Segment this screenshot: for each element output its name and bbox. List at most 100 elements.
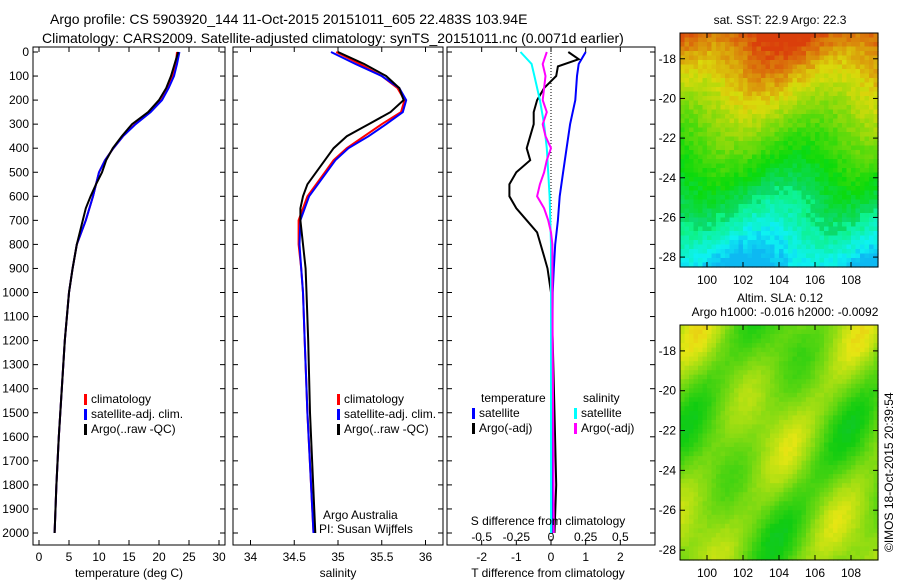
map-cell	[833, 433, 839, 439]
map-cell	[743, 114, 749, 120]
map-cell	[833, 483, 839, 489]
map-cell	[851, 109, 857, 115]
map-cell	[851, 78, 857, 84]
map-cell	[873, 82, 879, 88]
map-cell	[851, 46, 857, 52]
map-cell	[846, 109, 852, 115]
legend-label: satellite	[479, 406, 520, 420]
map-cell	[720, 347, 726, 353]
map-cell	[765, 370, 771, 376]
map-cell	[684, 537, 690, 543]
map-cell	[770, 96, 776, 102]
map-cell	[819, 73, 825, 79]
map-cell	[833, 73, 839, 79]
map-cell	[846, 222, 852, 228]
map-cell	[747, 505, 753, 511]
map-cell	[716, 401, 722, 407]
map-cell	[869, 213, 875, 219]
map-cell	[765, 145, 771, 151]
map-cell	[788, 91, 794, 97]
map-cell	[756, 532, 762, 538]
map-cell	[756, 478, 762, 484]
map-cell	[711, 401, 717, 407]
map-cell	[747, 361, 753, 367]
map-cell	[819, 42, 825, 48]
map-cell	[743, 73, 749, 79]
map-cell	[873, 226, 879, 232]
map-cell	[765, 361, 771, 367]
map-cell	[833, 555, 839, 561]
map-cell	[801, 177, 807, 183]
map-cell	[747, 105, 753, 111]
map-cell	[774, 222, 780, 228]
map-cell	[837, 249, 843, 255]
map-cell	[833, 235, 839, 241]
map-cell	[761, 55, 767, 61]
map-cell	[711, 208, 717, 214]
map-cell	[774, 451, 780, 457]
map-cell	[711, 541, 717, 547]
map-cell	[680, 410, 686, 416]
map-cell	[842, 537, 848, 543]
map-cell	[815, 532, 821, 538]
map-cell	[873, 410, 879, 416]
map-cell	[851, 33, 857, 39]
map-cell	[783, 465, 789, 471]
map-cell	[693, 334, 699, 340]
map-cell	[720, 100, 726, 106]
map-cell	[752, 365, 758, 371]
map-cell	[864, 253, 870, 259]
map-cell	[680, 46, 686, 52]
map-cell	[797, 154, 803, 160]
map-cell	[774, 383, 780, 389]
map-cell	[774, 37, 780, 43]
map-cell	[725, 159, 731, 165]
map-cell	[743, 541, 749, 547]
map-cell	[725, 64, 731, 70]
map-cell	[716, 329, 722, 335]
map-cell	[734, 483, 740, 489]
map-cell	[801, 415, 807, 421]
map-cell	[720, 231, 726, 237]
map-cell	[729, 555, 735, 561]
map-cell	[738, 217, 744, 223]
map-cell	[815, 514, 821, 520]
map-cell	[729, 456, 735, 462]
sst-map-title: sat. SST: 22.9 Argo: 22.3	[714, 13, 847, 27]
map-cell	[716, 91, 722, 97]
map-cell	[815, 397, 821, 403]
map-cell	[734, 141, 740, 147]
map-cell	[860, 483, 866, 489]
map-cell	[837, 496, 843, 502]
map-cell	[837, 186, 843, 192]
map-cell	[869, 105, 875, 111]
map-cell	[860, 424, 866, 430]
map-cell	[819, 487, 825, 493]
map-cell	[707, 478, 713, 484]
map-cell	[689, 64, 695, 70]
map-cell	[725, 181, 731, 187]
map-cell	[806, 127, 812, 133]
map-cell	[851, 487, 857, 493]
x-tick-label: 0	[548, 550, 555, 564]
map-cell	[837, 451, 843, 457]
map-cell	[869, 487, 875, 493]
map-cell	[797, 537, 803, 543]
map-cell	[797, 105, 803, 111]
map-cell	[788, 127, 794, 133]
map-cell	[788, 478, 794, 484]
map-cell	[720, 519, 726, 525]
map-cell	[693, 105, 699, 111]
map-cell	[815, 172, 821, 178]
map-cell	[707, 397, 713, 403]
map-cell	[729, 181, 735, 187]
map-cell	[833, 410, 839, 416]
map-cell	[761, 73, 767, 79]
map-cell	[693, 127, 699, 133]
map-cell	[797, 528, 803, 534]
map-cell	[819, 145, 825, 151]
map-cell	[806, 55, 812, 61]
map-cell	[855, 168, 861, 174]
y-tick-label: 200	[9, 93, 29, 107]
map-cell	[828, 132, 834, 138]
